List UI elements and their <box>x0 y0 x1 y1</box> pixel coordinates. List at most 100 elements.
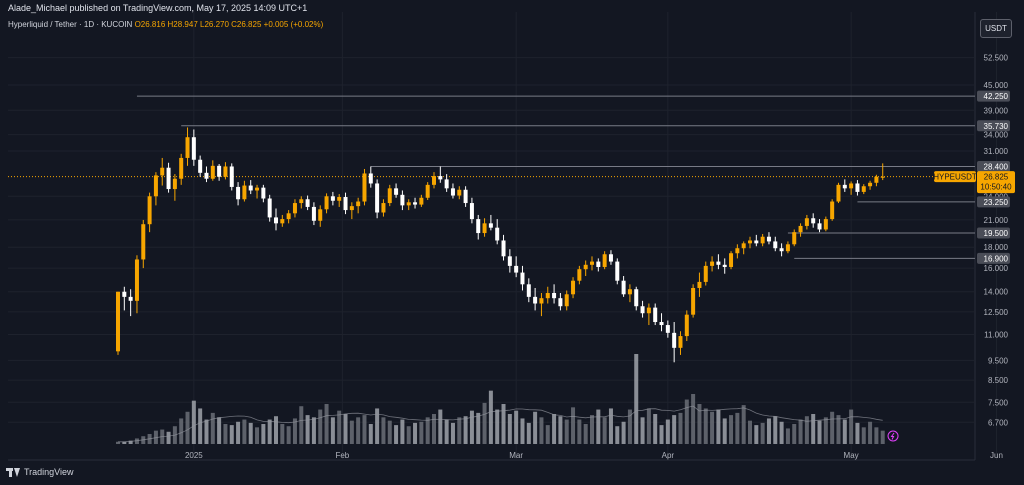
volume-bar <box>387 420 392 444</box>
current-price-value: 26.825 <box>984 173 1009 182</box>
candle-body <box>116 291 120 352</box>
candle-body <box>343 197 348 211</box>
candle-body <box>122 291 127 297</box>
candle-body <box>817 223 822 230</box>
volume-bar <box>545 425 550 444</box>
volume-bar <box>311 417 316 444</box>
candle-body <box>469 203 474 220</box>
volume-bar <box>318 409 323 444</box>
candle-body <box>349 206 354 211</box>
lightning-icon <box>887 430 899 442</box>
candle-body <box>223 166 228 177</box>
symbol-legend: Hyperliquid / Tether · 1D · KUCOIN O26.8… <box>8 20 323 29</box>
volume-bar <box>261 424 266 444</box>
level-tag-label: 35.730 <box>984 122 1009 131</box>
footer-brand: TradingView <box>24 467 74 477</box>
candle-body <box>236 186 241 200</box>
volume-bar <box>394 425 399 444</box>
y-tick-label: 34.000 <box>984 131 1009 140</box>
candle-body <box>191 137 196 160</box>
volume-bar <box>729 415 734 444</box>
candle-body <box>179 157 184 179</box>
candle-body <box>811 218 816 224</box>
volume-bar <box>248 422 253 444</box>
volume-bar <box>349 420 354 444</box>
candle-body <box>798 225 803 233</box>
volume-bar <box>457 417 462 444</box>
candle-body <box>356 201 361 207</box>
volume-bar <box>292 418 297 444</box>
candle-body <box>684 314 689 337</box>
volume-bar <box>634 354 639 444</box>
volume-bar <box>255 427 260 444</box>
high-value: H28.947 <box>167 20 198 29</box>
candle-body <box>274 217 278 224</box>
volume-bar <box>400 419 405 444</box>
volume-bar <box>204 419 209 444</box>
volume-bar <box>596 409 601 444</box>
candle-body <box>141 224 146 260</box>
candle-body <box>703 265 708 282</box>
candle-body <box>608 254 613 262</box>
candle-body <box>710 261 715 266</box>
volume-bar <box>267 419 272 444</box>
volume-bar <box>785 428 790 444</box>
time-axis: 2025 Feb Mar Apr May Jun <box>185 451 1003 460</box>
candle-body <box>646 307 651 314</box>
publisher-line: Alade_Michael published on TradingView.c… <box>8 3 308 13</box>
candle-body <box>855 183 860 192</box>
volume-bar <box>476 412 481 444</box>
candle-body <box>722 264 727 267</box>
candle-body <box>785 244 790 252</box>
candle-body <box>665 325 670 333</box>
volume-bar <box>280 424 285 444</box>
volume-bar <box>627 409 632 444</box>
currency-unit-button[interactable]: USDT <box>980 19 1012 38</box>
candle-body <box>400 194 405 206</box>
y-tick-label: 7.500 <box>988 398 1009 407</box>
candle-body <box>324 196 329 210</box>
level-tag-label: 42.250 <box>984 92 1009 101</box>
y-tick-label: 39.000 <box>984 106 1009 115</box>
candle-body <box>577 269 582 281</box>
y-tick-label: 9.500 <box>988 356 1009 365</box>
volume-bar <box>210 412 215 444</box>
candle-body <box>514 265 519 273</box>
volume-bar <box>672 415 677 444</box>
volume-bar <box>444 419 449 444</box>
volume-bar <box>324 404 329 444</box>
candle-body <box>457 189 462 196</box>
candle-body <box>337 197 342 201</box>
candle-body <box>741 243 746 249</box>
candle-body <box>520 272 525 285</box>
candle-body <box>760 236 765 244</box>
x-tick-label: Apr <box>662 451 675 460</box>
volume-bar <box>710 411 715 444</box>
candle-body <box>381 203 386 213</box>
level-tag-label: 19.500 <box>984 229 1009 238</box>
volume-bar <box>179 418 184 444</box>
y-tick-label: 12.500 <box>984 308 1009 317</box>
level-tag <box>977 90 1010 102</box>
y-tick-label: 45.000 <box>984 81 1009 90</box>
y-tick-label: 6.700 <box>988 418 1009 427</box>
volume-bar <box>305 415 310 444</box>
candle-body <box>261 187 266 199</box>
volume-bar <box>678 412 683 444</box>
candle-body <box>463 189 468 204</box>
volume-bar <box>381 417 386 444</box>
change-value: +0.005 (+0.02%) <box>263 20 324 29</box>
volume-bar <box>116 441 120 444</box>
volume-bar <box>362 415 367 444</box>
tradingview-logo-icon <box>6 467 20 477</box>
x-tick-label: Mar <box>509 451 523 460</box>
volume-bar <box>665 419 670 444</box>
volume-bar <box>507 414 512 444</box>
candle-body <box>242 185 247 200</box>
y-tick-label: 52.500 <box>984 54 1009 63</box>
candle-body <box>419 197 424 205</box>
y-tick-label: 14.000 <box>984 288 1009 297</box>
candle-body <box>716 261 721 265</box>
candle-body <box>280 219 285 224</box>
